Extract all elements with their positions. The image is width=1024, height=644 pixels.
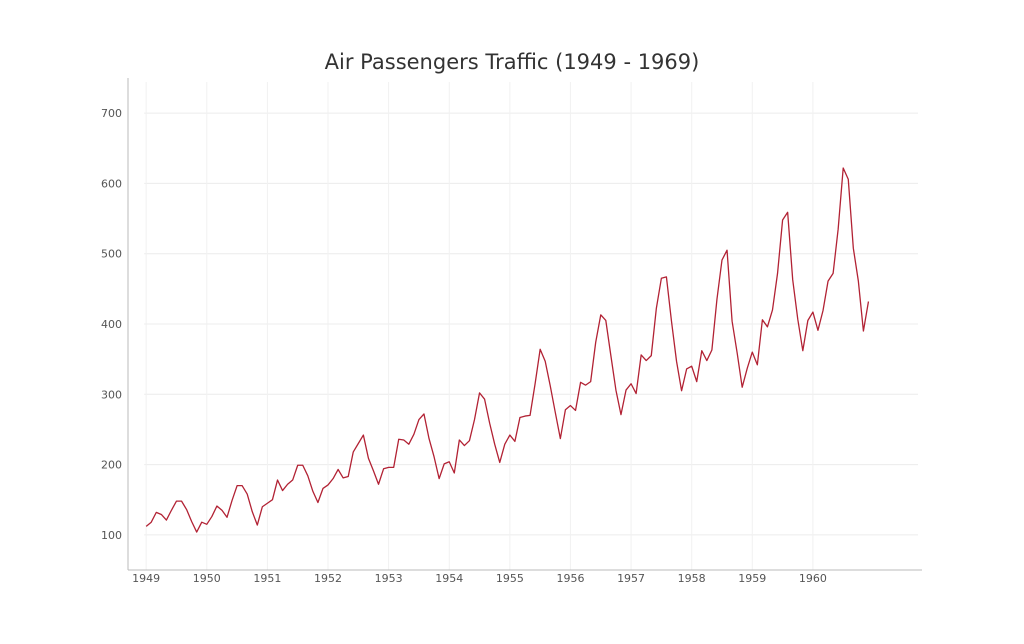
- y-tick-label: 500: [101, 248, 122, 261]
- series-line: [145, 167, 870, 533]
- x-tick-label: 1950: [193, 572, 221, 585]
- x-tick-label: 1954: [435, 572, 463, 585]
- y-tick-label: 600: [101, 177, 122, 190]
- x-tick-label: 1951: [253, 572, 281, 585]
- y-tick-label: 200: [101, 459, 122, 472]
- x-tick-label: 1960: [799, 572, 827, 585]
- x-tick-label: 1957: [617, 572, 645, 585]
- y-tick-label: 300: [101, 388, 122, 401]
- x-tick-label: 1949: [132, 572, 160, 585]
- x-tick-label: 1953: [375, 572, 403, 585]
- x-tick-label: 1959: [738, 572, 766, 585]
- series-lines: [145, 167, 870, 533]
- chart-title: Air Passengers Traffic (1949 - 1969): [324, 50, 700, 74]
- axes: [127, 78, 922, 571]
- y-tick-label: 700: [101, 107, 122, 120]
- x-tick-label: 1955: [496, 572, 524, 585]
- grid-lines: [144, 82, 918, 570]
- tick-labels: 100 200 300 400 500 600 700 1949 1950 1951 1952 195…: [101, 107, 827, 585]
- x-tick-label: 1958: [678, 572, 706, 585]
- y-tick-label: 400: [101, 318, 122, 331]
- x-tick-label: 1956: [556, 572, 584, 585]
- x-tick-label: 1952: [314, 572, 342, 585]
- y-tick-label: 100: [101, 529, 122, 542]
